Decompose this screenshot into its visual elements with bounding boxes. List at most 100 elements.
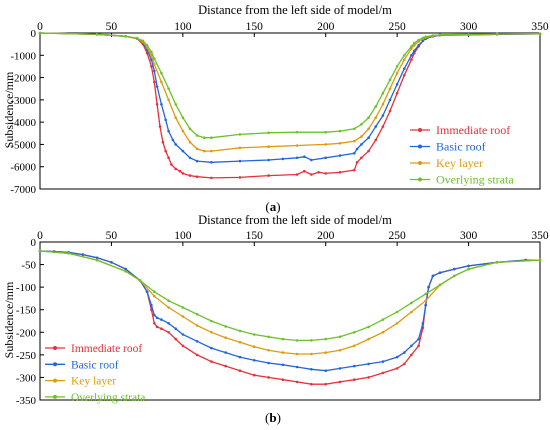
y-tick-label: 0 [31, 237, 37, 249]
data-point [124, 35, 127, 38]
data-point [413, 49, 416, 53]
data-point [174, 116, 177, 119]
data-point [195, 159, 199, 163]
x-tick-label: 250 [389, 230, 407, 242]
data-point [338, 349, 342, 352]
data-point [181, 306, 185, 309]
x-axis-title: Distance from the left side of model/m [198, 213, 392, 227]
data-point [210, 346, 213, 350]
data-point [253, 373, 256, 377]
data-point [303, 169, 306, 173]
x-tick-label: 150 [246, 230, 264, 242]
panel-letter: b [269, 410, 276, 425]
data-point [238, 369, 242, 373]
data-point [167, 331, 170, 334]
y-tick-label: -100 [16, 282, 37, 294]
data-point [310, 352, 313, 356]
x-tick-label: 350 [531, 230, 549, 242]
data-point [238, 133, 242, 136]
data-point [158, 125, 162, 128]
data-point [395, 71, 399, 75]
data-point [421, 322, 425, 325]
data-point [124, 270, 127, 273]
plot-area: 0 50 100 150 200 250 300 350 0 -1000 -2000 -3000 -40… [10, 21, 549, 196]
data-point [181, 344, 185, 348]
data-point [295, 156, 299, 160]
y-tick-label: -4000 [10, 117, 36, 129]
data-point [178, 169, 182, 173]
data-point [453, 267, 456, 271]
data-point [153, 80, 156, 84]
data-point [155, 325, 159, 329]
data-point [160, 80, 163, 84]
data-point [453, 274, 456, 278]
data-point [438, 271, 442, 275]
data-point [153, 69, 156, 73]
legend-label: Basic roof [71, 359, 119, 371]
data-point [353, 127, 356, 131]
data-point [164, 118, 167, 122]
data-point [210, 161, 213, 164]
data-point [224, 336, 227, 340]
data-point [267, 349, 270, 352]
data-point [267, 158, 270, 162]
data-point [203, 149, 206, 153]
legend-label: Immediate roof [436, 123, 510, 137]
data-point [367, 127, 370, 131]
data-point [424, 299, 428, 303]
data-point [295, 365, 299, 369]
data-point [353, 364, 356, 368]
y-tick-label: -5000 [10, 139, 36, 151]
data-point [281, 337, 285, 341]
data-point [427, 285, 430, 289]
data-point [374, 105, 378, 108]
data-point [410, 301, 413, 305]
data-point [417, 44, 420, 47]
data-point [167, 306, 170, 309]
data-point [410, 58, 413, 61]
data-point [388, 98, 392, 102]
data-point [374, 138, 378, 142]
data-point [388, 109, 392, 113]
data-point [195, 147, 199, 151]
data-point [188, 140, 192, 144]
data-point [188, 174, 192, 177]
data-point [181, 149, 185, 153]
data-point [355, 147, 359, 151]
y-tick-label: -300 [16, 372, 37, 384]
data-point [395, 91, 399, 95]
data-point [310, 368, 313, 371]
legend-label: Overlying strata [436, 173, 514, 187]
data-point [424, 35, 428, 39]
data-point [381, 331, 385, 334]
data-point [281, 351, 285, 354]
data-point [495, 261, 499, 264]
data-point [238, 176, 242, 179]
legend-label: Key layer [71, 376, 116, 388]
data-point [153, 313, 156, 317]
data-point [338, 171, 342, 174]
data-point [338, 380, 342, 384]
data-point [417, 337, 420, 341]
data-point [353, 344, 356, 348]
data-point [38, 31, 42, 35]
data-point [224, 364, 227, 368]
data-point [153, 62, 156, 66]
data-point [195, 340, 199, 343]
legend-label: Immediate roof [71, 343, 142, 355]
data-point [153, 322, 156, 325]
data-point [174, 167, 177, 171]
legend-swatch-marker [418, 161, 422, 165]
data-point [174, 143, 177, 146]
y-axis-title: Subsidence/mm [2, 281, 16, 358]
data-point [181, 333, 185, 336]
data-point [395, 65, 399, 68]
data-point [38, 249, 42, 253]
legend-swatch-marker [53, 394, 57, 399]
data-point [267, 131, 270, 135]
data-point [324, 351, 328, 354]
data-point [338, 129, 342, 133]
y-tick-label: -7000 [10, 184, 36, 196]
data-point [360, 135, 363, 138]
